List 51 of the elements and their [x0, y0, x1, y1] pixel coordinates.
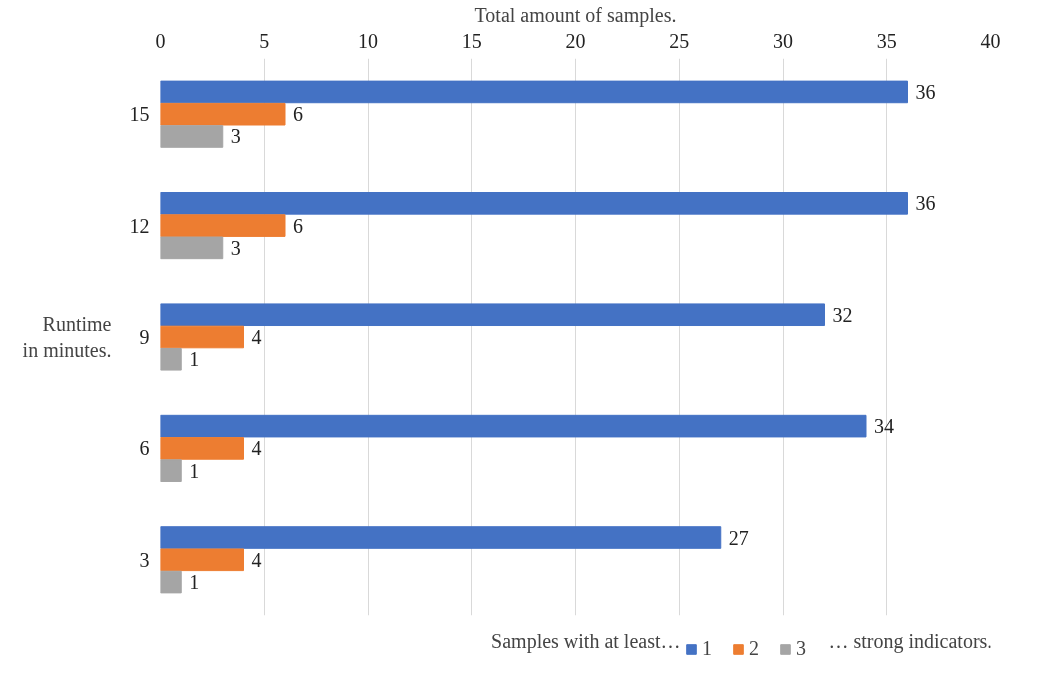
- legend-title: Samples with at least…: [491, 629, 681, 653]
- x-tick-label: 40: [980, 29, 1001, 52]
- y-axis-title: Runtime in minutes.: [22, 312, 112, 362]
- legend-label: 3: [796, 637, 807, 660]
- x-tick-label: 20: [565, 29, 586, 52]
- data-label: 4: [251, 326, 262, 348]
- data-label: 32: [832, 303, 853, 326]
- data-label: 34: [874, 415, 894, 438]
- data-label: 1: [189, 571, 200, 594]
- bar: [160, 526, 722, 549]
- y-tick-label: 12: [129, 214, 150, 237]
- text: … strong indicators.: [828, 629, 993, 653]
- data-label: 1: [189, 459, 200, 482]
- bar: [160, 459, 182, 482]
- x-tick-label: 35: [876, 29, 897, 52]
- data-label: 36: [915, 80, 936, 103]
- data-label: 1: [189, 348, 200, 371]
- bar: [160, 347, 182, 371]
- y-tick-label: 3: [139, 548, 150, 571]
- data-label: 4: [251, 548, 262, 571]
- x-tick-label: 15: [461, 29, 482, 52]
- bar: [160, 414, 867, 438]
- x-tick-label: 30: [773, 29, 793, 52]
- bar: [160, 570, 182, 594]
- x-axis-title: Total amount of samples.: [474, 3, 677, 27]
- y-tick-label: 15: [129, 103, 150, 126]
- data-label: 6: [293, 103, 303, 126]
- y-tick-label: 6: [139, 437, 150, 460]
- bar: [160, 437, 244, 460]
- x-tick-label: 25: [669, 29, 690, 52]
- x-tick-label: 10: [358, 29, 378, 52]
- x-tick-label: 0: [155, 29, 166, 52]
- bar: [160, 236, 224, 260]
- data-label: 6: [293, 214, 303, 237]
- bar: [160, 125, 224, 148]
- legend-label: 1: [702, 637, 713, 660]
- bar: [160, 80, 908, 104]
- x-tick-label: 5: [259, 29, 270, 52]
- bar: [160, 325, 244, 349]
- bar: [160, 192, 908, 215]
- y-tick-label: 9: [139, 326, 150, 348]
- data-label: 3: [230, 125, 241, 148]
- data-label: 36: [915, 192, 936, 215]
- bar: [160, 214, 286, 237]
- legend-label: 2: [749, 637, 760, 660]
- data-label: 4: [251, 437, 262, 460]
- bar: [160, 548, 244, 572]
- bar: [160, 303, 825, 327]
- data-label: 27: [728, 526, 749, 549]
- data-label: 3: [230, 236, 241, 259]
- bar: [160, 102, 286, 126]
